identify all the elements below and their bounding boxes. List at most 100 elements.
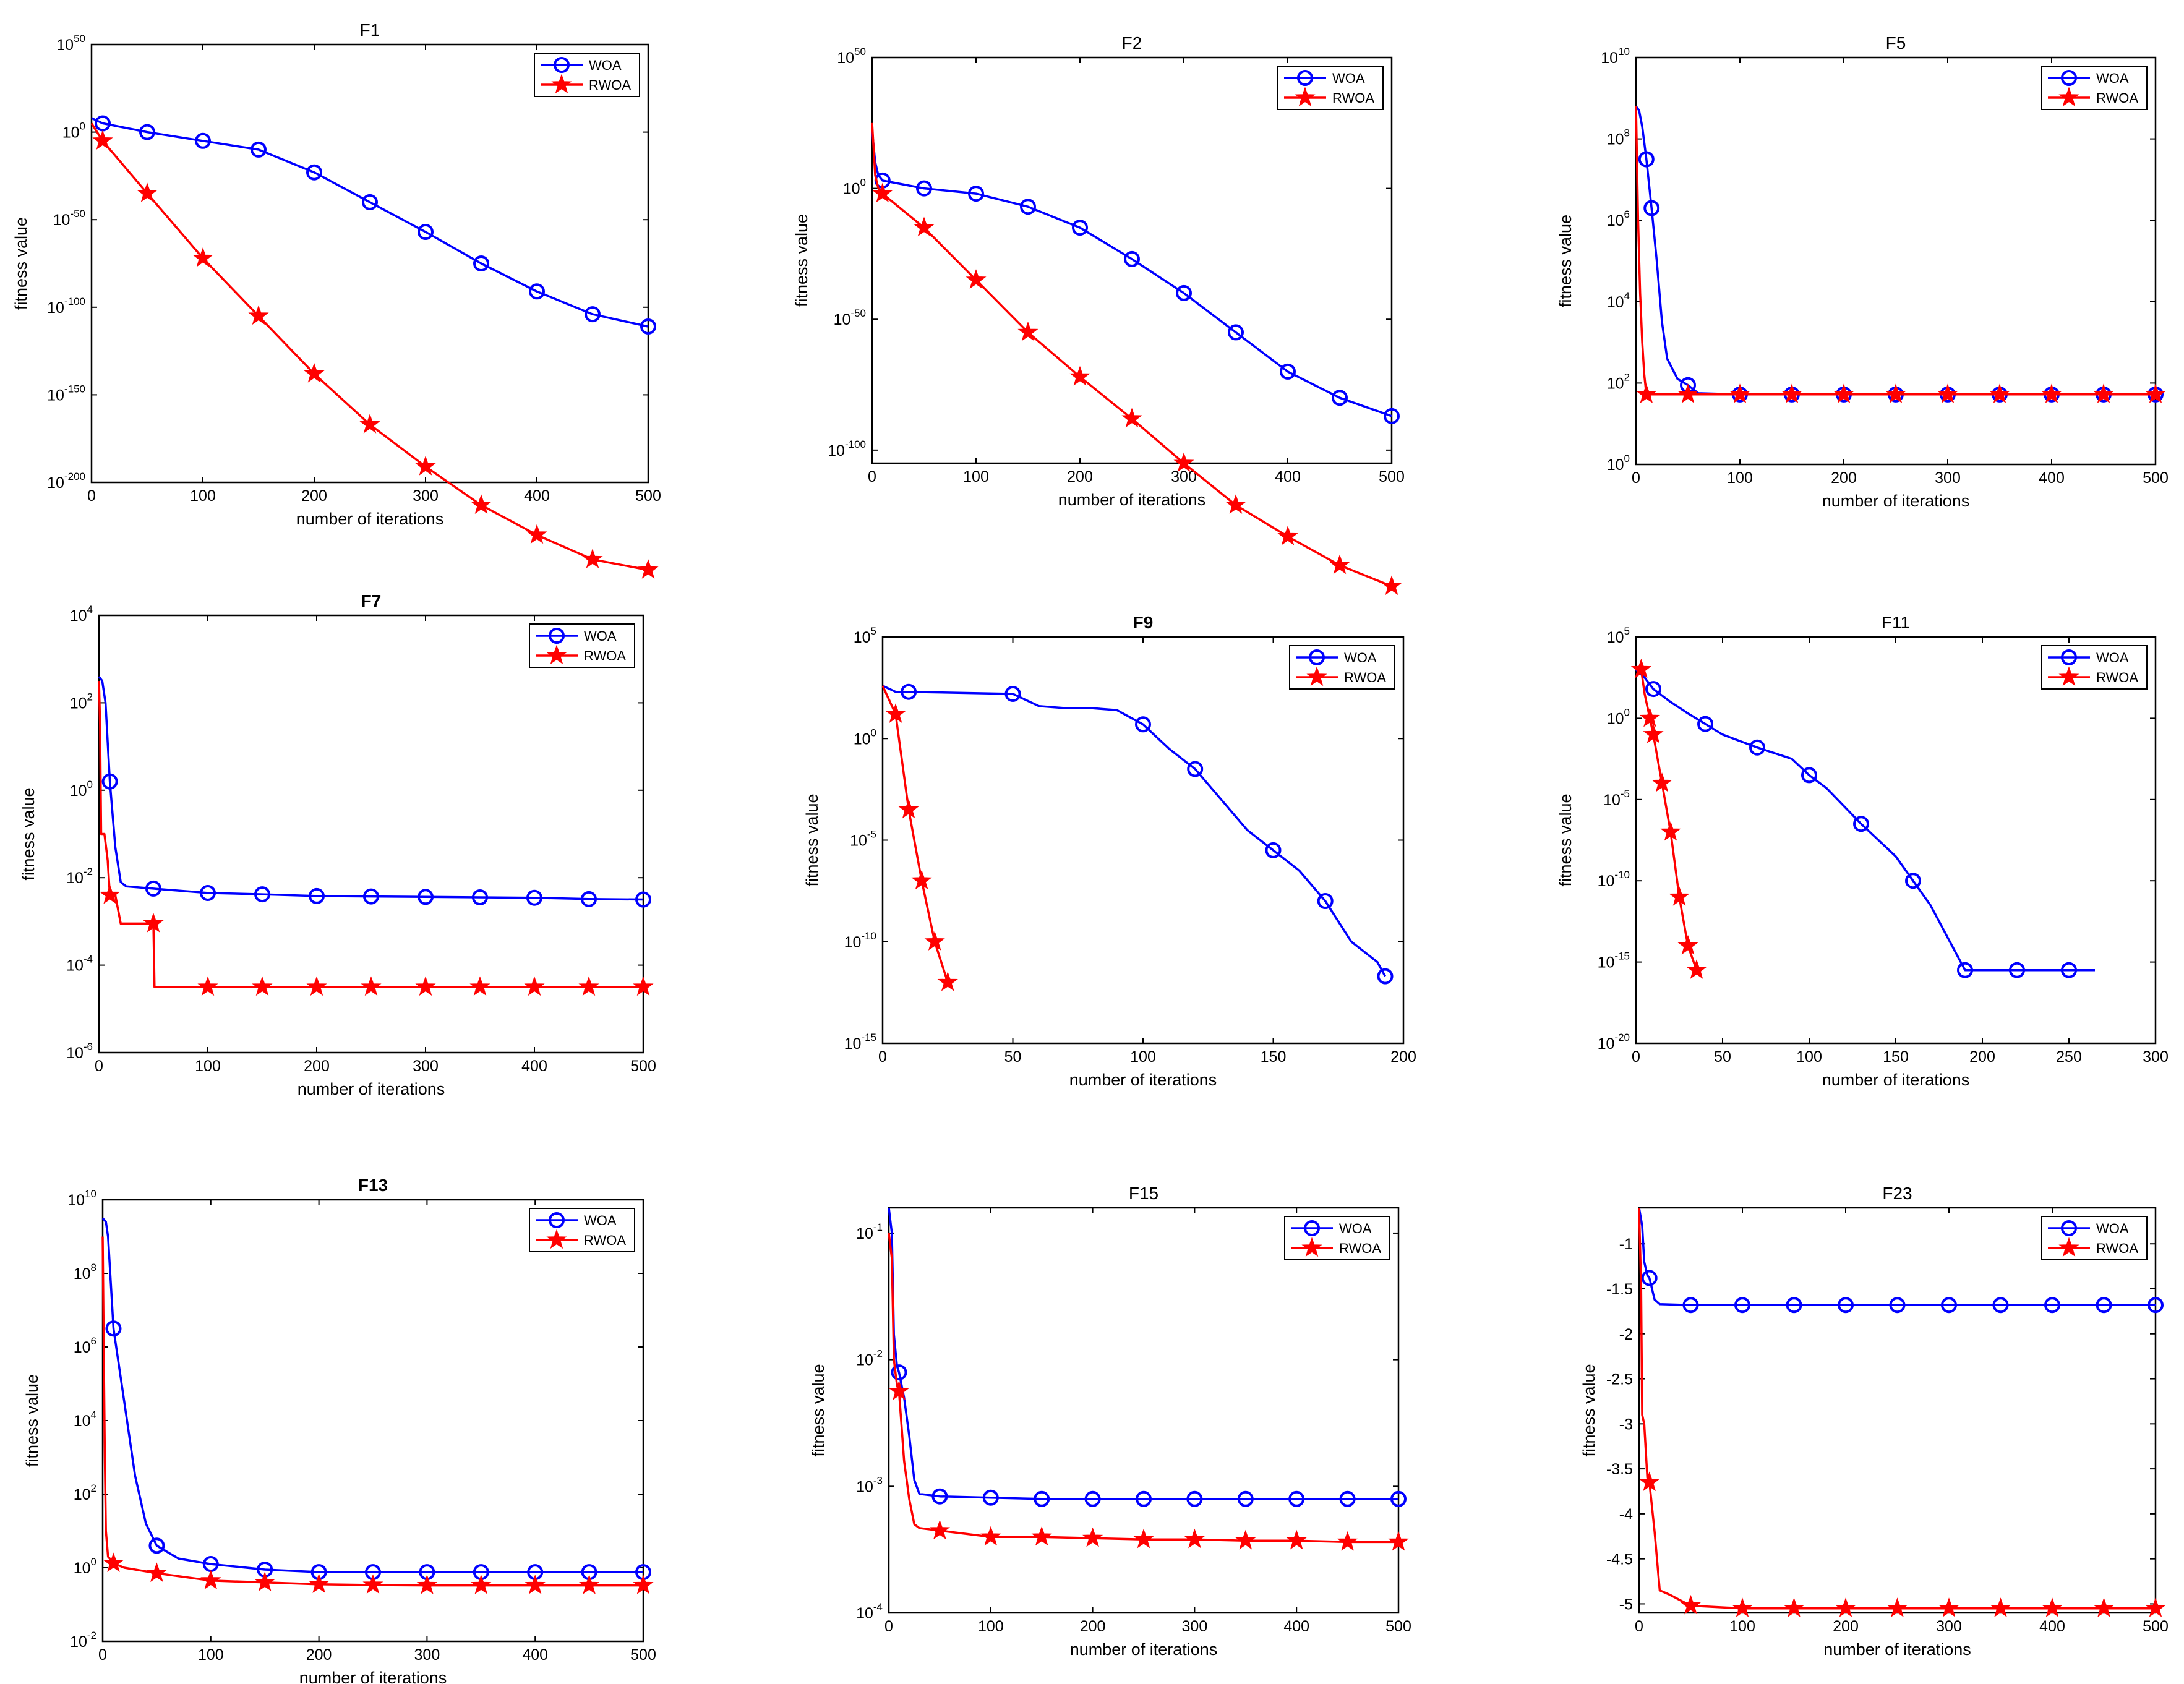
data-point — [1384, 408, 1400, 424]
data-point — [1332, 390, 1348, 406]
data-point — [418, 889, 434, 905]
plot-area — [888, 1207, 1400, 1614]
x-tick-label: 300 — [413, 1058, 439, 1075]
data-point — [2009, 962, 2025, 978]
data-point — [524, 976, 545, 996]
data-point — [1237, 1490, 1254, 1507]
y-tick-label: 100 — [62, 121, 85, 142]
legend-marker — [1309, 649, 1325, 665]
y-tick-label: 108 — [1607, 127, 1630, 148]
y-tick-label: 100 — [854, 727, 876, 748]
plot-area — [101, 1199, 644, 1643]
x-tick-label: 0 — [95, 1058, 103, 1075]
data-point — [2096, 1297, 2112, 1314]
plot-area — [1635, 56, 2157, 466]
chart-title: F5 — [1886, 33, 1906, 53]
x-tick-label: 500 — [2143, 1618, 2169, 1635]
legend: WOA RWOA — [1277, 66, 1384, 110]
data-point — [472, 889, 488, 906]
data-point — [578, 1575, 600, 1594]
y-tick-label: 100 — [843, 177, 866, 198]
data-point — [1337, 1531, 1358, 1551]
series-woa — [882, 683, 1394, 985]
data-point — [1034, 1490, 1050, 1507]
y-tick-label: 105 — [1607, 625, 1630, 646]
legend-label: RWOA — [2096, 1241, 2138, 1256]
data-point — [1835, 1597, 1856, 1617]
y-tick-label: 10-10 — [1598, 869, 1630, 890]
data-point — [2145, 1597, 2166, 1617]
y-tick-label: 105 — [854, 625, 876, 646]
legend-label: RWOA — [589, 77, 631, 93]
legend-label: RWOA — [1339, 1241, 1381, 1256]
series-rwoa — [1638, 1207, 2166, 1617]
chart-title: F13 — [358, 1176, 388, 1195]
x-tick-label: 200 — [1831, 469, 1857, 487]
data-point — [192, 247, 213, 267]
data-point — [1734, 1297, 1750, 1314]
data-point — [145, 880, 161, 897]
legend-label: RWOA — [584, 1233, 626, 1248]
data-point — [1686, 959, 1707, 979]
legend-box — [2041, 1216, 2148, 1260]
data-point — [901, 683, 917, 700]
legend-marker — [549, 628, 565, 644]
data-point — [1124, 250, 1140, 267]
x-axis-label: number of iterations — [298, 1080, 445, 1098]
series-rwoa — [871, 122, 1402, 596]
data-point — [1697, 716, 1713, 732]
data-point — [306, 976, 327, 996]
chart-panel-f15: 0 100 200 300 400 500 10-4 10-3 10-2 10-1 F15 numbe… — [809, 1184, 1411, 1659]
series-line-woa — [871, 130, 1392, 417]
data-point — [1729, 383, 1750, 404]
y-tick-label: 10-100 — [828, 438, 866, 459]
legend-label: RWOA — [584, 648, 626, 664]
y-tick-label: 10-20 — [1598, 1032, 1630, 1053]
data-point — [148, 1537, 165, 1554]
legend: WOA RWOA — [534, 53, 640, 97]
data-point — [2093, 383, 2114, 404]
y-tick-label: 10-2 — [66, 866, 93, 887]
y-tick-label: 102 — [70, 691, 93, 712]
x-tick-label: 250 — [2056, 1048, 2082, 1066]
data-point — [1660, 821, 1681, 841]
data-point — [1643, 724, 1664, 743]
data-point — [101, 773, 118, 790]
data-point — [254, 886, 270, 903]
series-line-woa — [882, 685, 1387, 977]
y-tick-label: 1050 — [837, 46, 866, 67]
data-point — [471, 494, 492, 515]
data-point — [1638, 151, 1655, 168]
y-axis-label: fitness value — [12, 217, 30, 310]
x-tick-label: 0 — [878, 1048, 887, 1066]
legend-label: WOA — [2096, 1221, 2129, 1236]
y-tick-label: 108 — [74, 1262, 96, 1283]
data-point — [633, 976, 654, 996]
y-tick-label: 10-15 — [1598, 951, 1630, 972]
x-tick-label: 500 — [635, 487, 661, 505]
y-tick-label: 10-10 — [844, 930, 876, 951]
data-point — [306, 164, 322, 181]
x-tick-label: 0 — [868, 468, 876, 485]
x-tick-label: 0 — [1632, 1048, 1640, 1066]
data-point — [1643, 200, 1660, 216]
x-tick-label: 100 — [1130, 1048, 1156, 1066]
plot-area — [90, 43, 649, 484]
data-point — [2148, 1297, 2164, 1314]
legend: WOA RWOA — [2041, 66, 2148, 110]
x-tick-label: 50 — [1714, 1048, 1731, 1066]
legend-marker — [2058, 666, 2079, 686]
data-point — [1989, 383, 2010, 404]
x-axis-label: number of iterations — [1822, 1071, 1970, 1089]
y-tick-label: 10-4 — [66, 954, 93, 975]
x-tick-label: 100 — [1729, 1618, 1755, 1635]
data-point — [937, 972, 958, 991]
x-tick-label: 300 — [413, 487, 439, 505]
data-point — [361, 976, 382, 996]
x-tick-label: 200 — [1067, 468, 1093, 485]
data-point — [2061, 962, 2077, 978]
x-tick-label: 150 — [1261, 1048, 1287, 1066]
x-axis-label: number of iterations — [1070, 1640, 1218, 1659]
data-point — [254, 1571, 275, 1591]
data-point — [1377, 968, 1394, 985]
